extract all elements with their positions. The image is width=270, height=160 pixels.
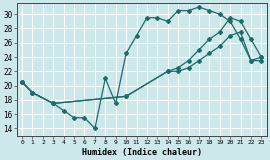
X-axis label: Humidex (Indice chaleur): Humidex (Indice chaleur)	[82, 148, 202, 156]
